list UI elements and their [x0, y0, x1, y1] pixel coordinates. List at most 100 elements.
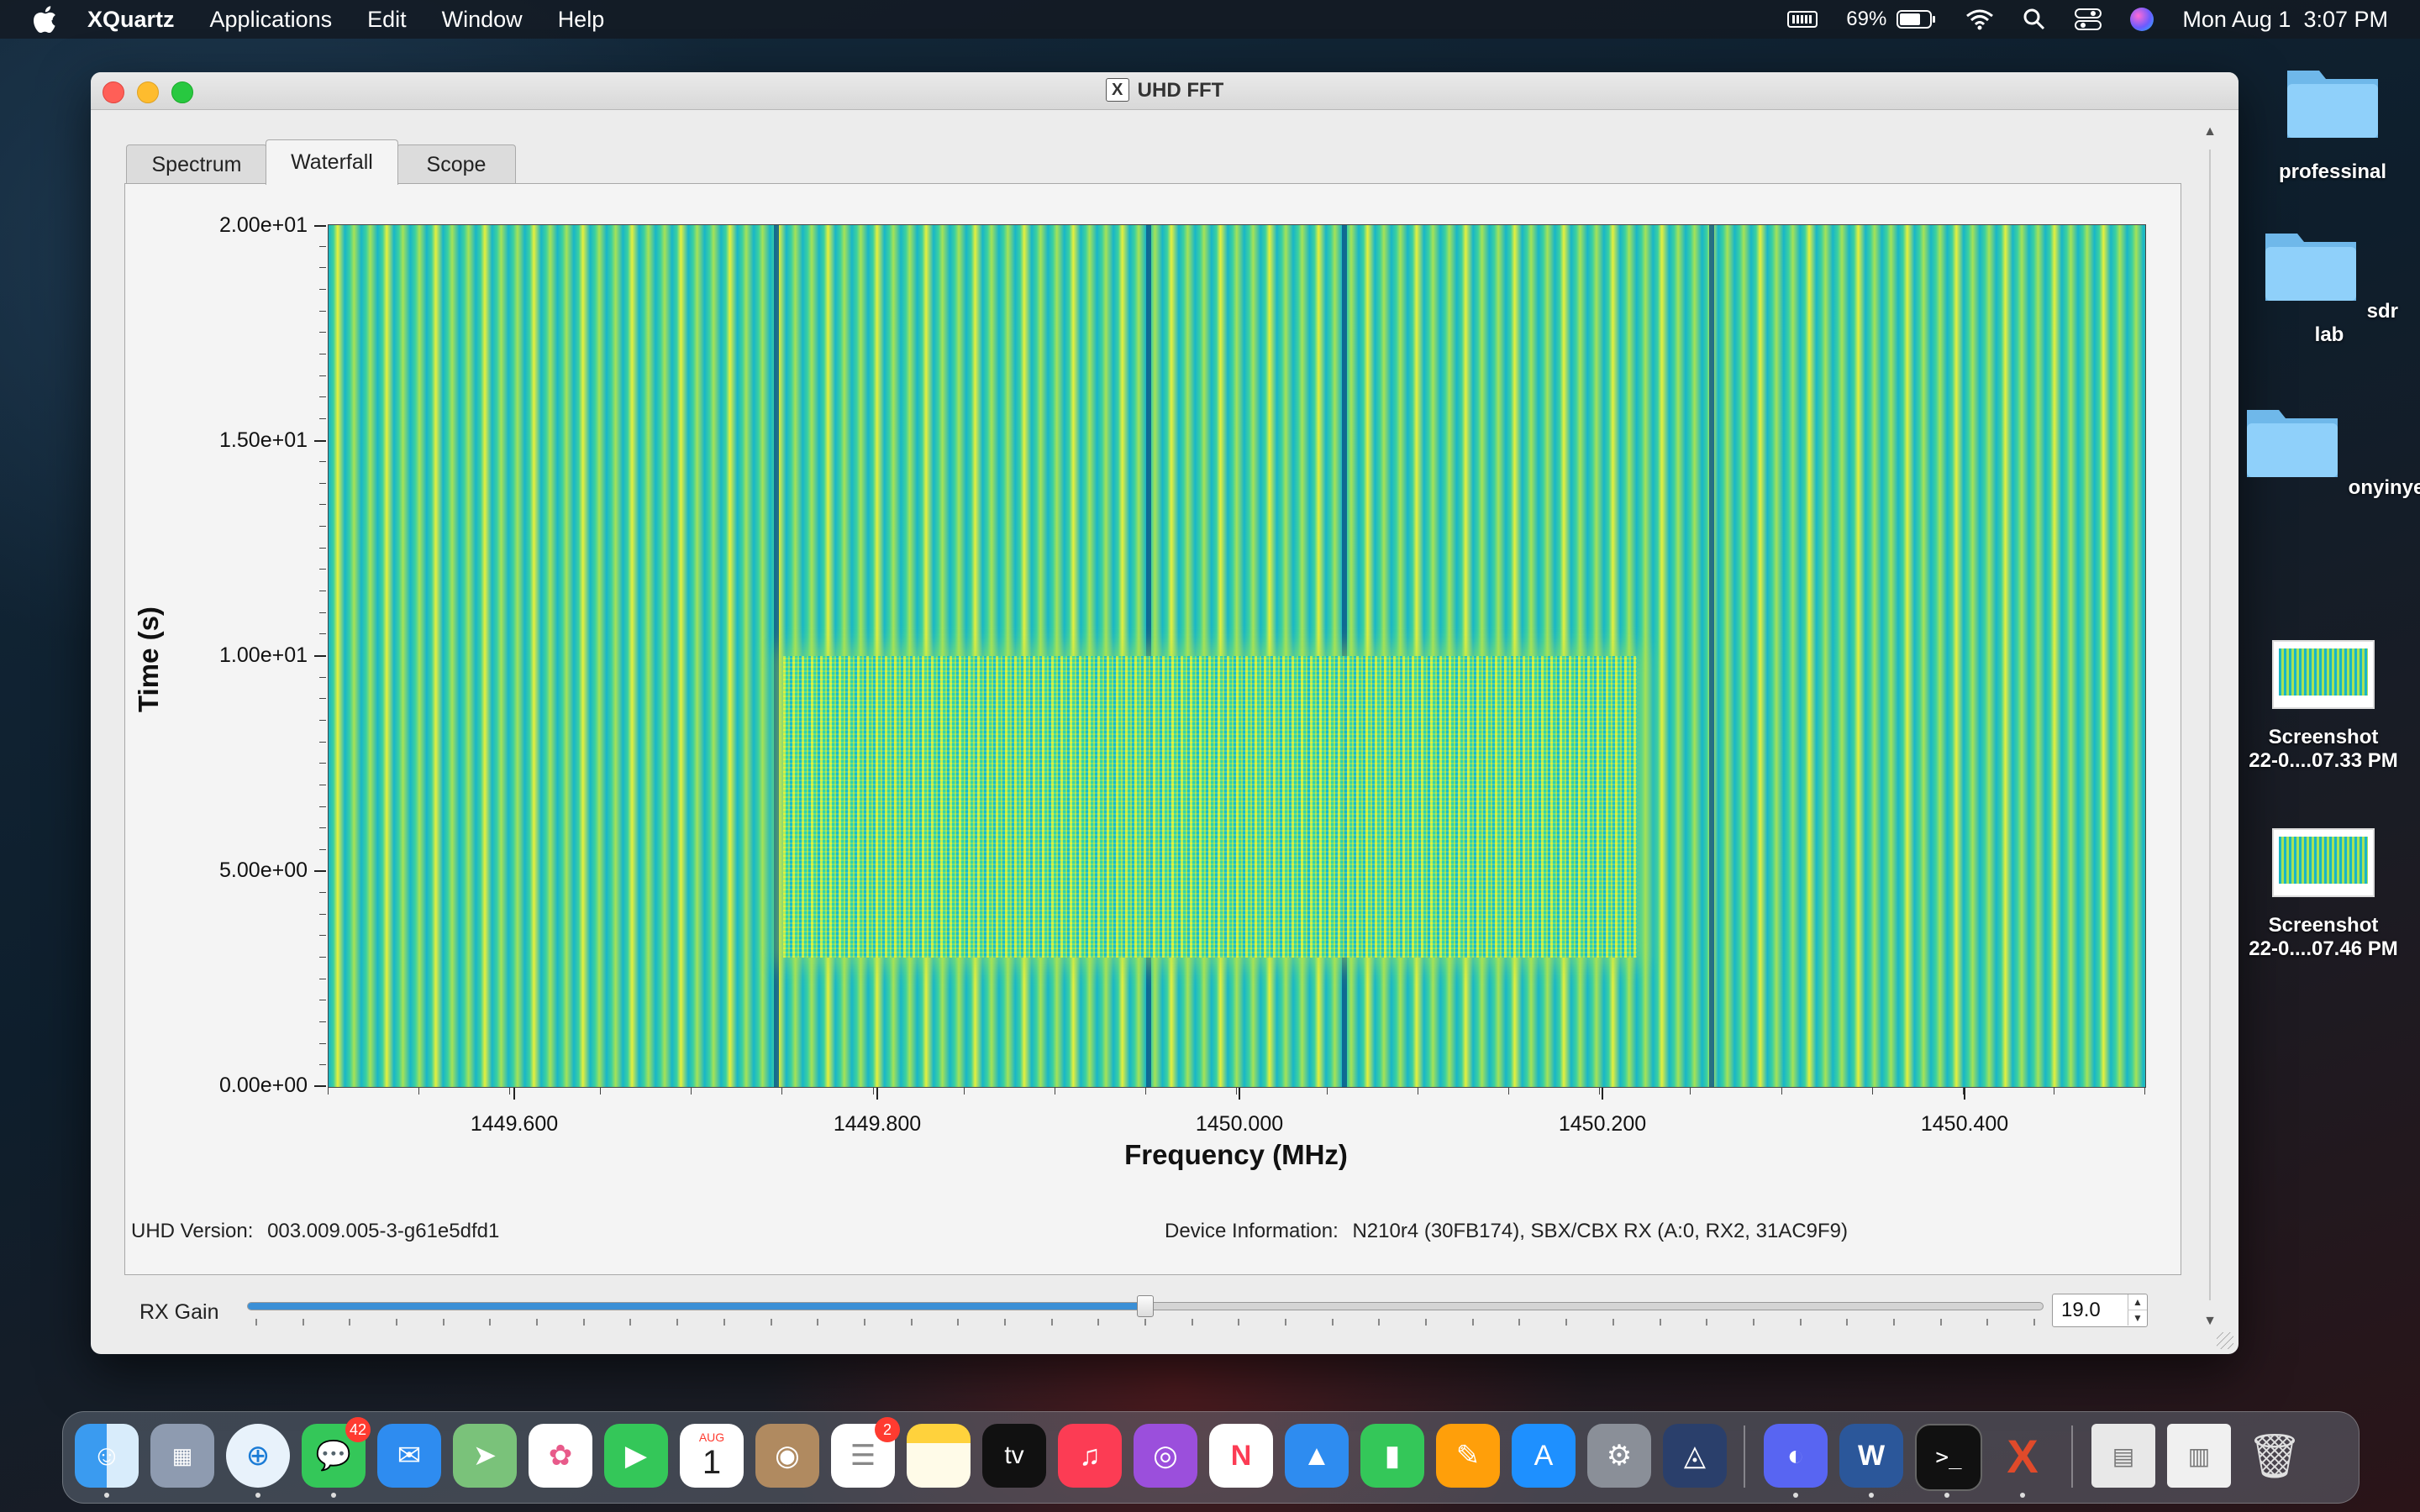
y-tick-label: 0.00e+00: [219, 1074, 308, 1097]
menu-window[interactable]: Window: [441, 6, 523, 32]
slider-tick: [1659, 1319, 1661, 1326]
wifi-icon[interactable]: [1965, 8, 1994, 30]
minimize-window-button[interactable]: [137, 81, 159, 103]
keyboard-icon[interactable]: [1787, 9, 1818, 29]
trash-icon[interactable]: 🗑: [2246, 1431, 2302, 1481]
discord-icon[interactable]: ◐: [1764, 1424, 1828, 1488]
x-minor-tick: [2144, 1088, 2145, 1095]
y-minor-tick: [319, 375, 326, 376]
running-indicator: [331, 1493, 336, 1498]
waterfall-dark-line: [773, 225, 779, 1087]
control-center-icon[interactable]: [2075, 8, 2102, 31]
slider-tick: [442, 1319, 445, 1326]
slider-tick: [629, 1319, 632, 1326]
y-minor-tick: [319, 246, 326, 247]
desktop-folder-sdr-lab[interactable]: sdr lab: [2245, 222, 2413, 347]
y-minor-tick: [319, 914, 326, 915]
x-tick: [513, 1088, 515, 1100]
numbers-icon[interactable]: ▮: [1360, 1424, 1424, 1488]
xquartz-icon[interactable]: X: [2007, 1429, 2039, 1483]
desktop-folder-website[interactable]: onyinye's website: [2242, 398, 2420, 500]
launchpad-icon[interactable]: ▦: [150, 1424, 214, 1488]
scroll-up-arrow-icon[interactable]: ▲: [2203, 124, 2217, 139]
pages-icon[interactable]: ✎: [1436, 1424, 1500, 1488]
x-minor-tick: [1236, 1088, 1237, 1095]
instruments-icon[interactable]: ◬: [1663, 1424, 1727, 1488]
x-tick-label: 1449.600: [470, 1112, 559, 1136]
photos-icon[interactable]: ✿: [529, 1424, 592, 1488]
spin-up-arrow-icon[interactable]: ▲: [2128, 1294, 2147, 1310]
y-minor-tick: [319, 483, 326, 484]
podcasts-icon[interactable]: ◎: [1134, 1424, 1197, 1488]
x-minor-tick: [964, 1088, 965, 1095]
app-store-icon[interactable]: A: [1512, 1424, 1576, 1488]
resize-grip-icon[interactable]: [2217, 1332, 2233, 1349]
y-minor-tick: [319, 504, 326, 505]
y-minor-tick: [319, 633, 326, 634]
calendar-month: AUG: [698, 1431, 725, 1444]
x-tick: [1964, 1088, 1965, 1100]
calendar-icon[interactable]: AUG 1: [680, 1424, 744, 1488]
notes-icon[interactable]: [907, 1424, 971, 1488]
y-minor-tick: [319, 569, 326, 570]
slider-tick: [1846, 1319, 1849, 1326]
dock-separator: [2071, 1425, 2073, 1488]
menu-app-name[interactable]: XQuartz: [87, 6, 175, 32]
y-tick-label: 5.00e+00: [219, 858, 308, 882]
x-minor-tick: [1781, 1088, 1782, 1095]
menu-clock[interactable]: Mon Aug 1 3:07 PM: [2182, 6, 2388, 32]
waterfall-plot[interactable]: [328, 224, 2146, 1088]
menu-applications[interactable]: Applications: [209, 6, 333, 32]
slider-tick: [1284, 1319, 1286, 1326]
slider-tick: [1612, 1319, 1614, 1326]
maps-icon[interactable]: ➤: [453, 1424, 517, 1488]
y-minor-tick: [319, 267, 326, 268]
finder-icon[interactable]: ☺: [75, 1424, 139, 1488]
battery-icon[interactable]: [1897, 9, 1937, 29]
spotlight-search-icon[interactable]: [2023, 8, 2046, 31]
y-minor-tick: [319, 461, 326, 462]
scroll-down-arrow-icon[interactable]: ▼: [2203, 1314, 2217, 1328]
terminal-icon[interactable]: >_: [1915, 1424, 1982, 1491]
slider-tick: [349, 1319, 351, 1326]
x-minor-tick: [1327, 1088, 1328, 1095]
word-icon[interactable]: W: [1839, 1424, 1903, 1488]
tab-waterfall[interactable]: Waterfall: [266, 139, 398, 185]
desktop-screenshot-1[interactable]: Screenshot 22-0....07.33 PM: [2227, 640, 2420, 773]
uhd-version-label: UHD Version:: [131, 1220, 254, 1242]
y-tick-label: 1.00e+01: [219, 643, 308, 667]
close-window-button[interactable]: [103, 81, 124, 103]
mail-icon[interactable]: ✉: [377, 1424, 441, 1488]
tab-scope[interactable]: Scope: [397, 144, 516, 184]
x-tick-label: 1450.200: [1558, 1112, 1647, 1136]
menu-edit[interactable]: Edit: [367, 6, 407, 32]
menu-help[interactable]: Help: [557, 6, 605, 32]
tv-icon[interactable]: tv: [982, 1424, 1046, 1488]
spin-down-arrow-icon[interactable]: ▼: [2128, 1310, 2147, 1326]
rx-gain-slider-handle[interactable]: [1137, 1295, 1154, 1317]
documents-stack-icon[interactable]: ▤: [2091, 1424, 2155, 1488]
tab-spectrum[interactable]: Spectrum: [126, 144, 267, 184]
window-vertical-scrollbar[interactable]: ▲ ▼: [2195, 124, 2225, 1334]
system-preferences-icon[interactable]: ⚙: [1587, 1424, 1651, 1488]
siri-icon[interactable]: [2130, 8, 2154, 31]
apple-menu-icon[interactable]: [32, 5, 57, 34]
window-titlebar[interactable]: X UHD FFT: [91, 72, 2238, 110]
desktop-folder-professinal[interactable]: professinal: [2249, 59, 2417, 184]
slider-tick: [1893, 1319, 1896, 1326]
downloads-stack-icon[interactable]: ▥: [2167, 1424, 2231, 1488]
rx-gain-value[interactable]: 19.0: [2061, 1299, 2101, 1321]
keynote-icon[interactable]: ▲: [1285, 1424, 1349, 1488]
music-icon[interactable]: ♫: [1058, 1424, 1122, 1488]
screenshot-thumbnail: [2272, 828, 2375, 897]
zoom-window-button[interactable]: [171, 81, 193, 103]
y-minor-tick: [319, 289, 326, 290]
tv-label: tv: [1004, 1441, 1024, 1469]
news-icon[interactable]: N: [1209, 1424, 1273, 1488]
y-minor-tick: [319, 1043, 326, 1044]
safari-icon[interactable]: ⊕: [226, 1424, 290, 1488]
facetime-icon[interactable]: ▶: [604, 1424, 668, 1488]
contacts-icon[interactable]: ◉: [755, 1424, 819, 1488]
rx-gain-spinbox[interactable]: 19.0 ▲ ▼: [2052, 1294, 2148, 1327]
desktop-screenshot-2[interactable]: Screenshot 22-0....07.46 PM: [2227, 828, 2420, 961]
